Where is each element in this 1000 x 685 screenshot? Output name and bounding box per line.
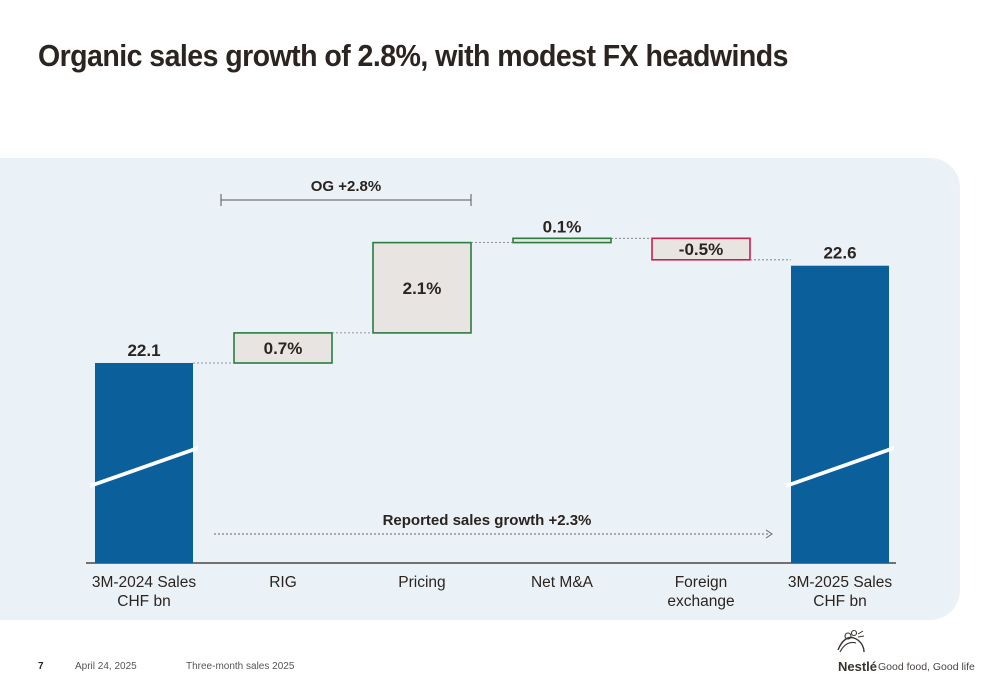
data-label: 2.1%: [403, 279, 442, 298]
x-tick-label: Net M&A: [531, 574, 594, 591]
brand-tagline: Good food, Good life: [878, 661, 975, 673]
reported-growth-annotation: Reported sales growth +2.3%: [383, 512, 592, 529]
data-label: -0.5%: [679, 240, 723, 259]
x-tick-label: Pricing: [398, 574, 445, 591]
reported-growth-arrowhead: [765, 529, 773, 539]
data-label: 22.6: [823, 244, 856, 263]
bar-step: [651, 237, 751, 261]
nest-logo-icon: [837, 629, 865, 653]
x-tick-label: 3M-2025 Sales: [788, 574, 893, 591]
bar-total: [95, 363, 193, 563]
footer-date: April 24, 2025: [75, 661, 137, 672]
x-tick-label: exchange: [667, 593, 734, 610]
page-title: Organic sales growth of 2.8%, with modes…: [38, 38, 788, 73]
data-label: 0.7%: [264, 339, 303, 358]
x-tick-label: CHF bn: [117, 593, 170, 610]
data-label: 0.1%: [543, 217, 582, 236]
x-tick-label: RIG: [269, 574, 297, 591]
bar-total: [791, 265, 889, 563]
axis-break-mark: [90, 446, 198, 488]
x-tick-label: Foreign: [675, 574, 728, 591]
data-label: 22.1: [127, 341, 160, 360]
bar-step: [512, 237, 612, 244]
axis-break-mark: [786, 446, 894, 488]
bar-step: [233, 332, 333, 364]
og-annotation: OG +2.8%: [311, 178, 381, 195]
brand-name: Nestlé: [838, 659, 878, 674]
x-tick-label: 3M-2024 Sales: [92, 574, 197, 591]
bar-step: [372, 241, 472, 334]
footer-document-title: Three-month sales 2025: [186, 661, 295, 672]
page-number: 7: [38, 661, 44, 672]
x-tick-label: CHF bn: [813, 593, 866, 610]
